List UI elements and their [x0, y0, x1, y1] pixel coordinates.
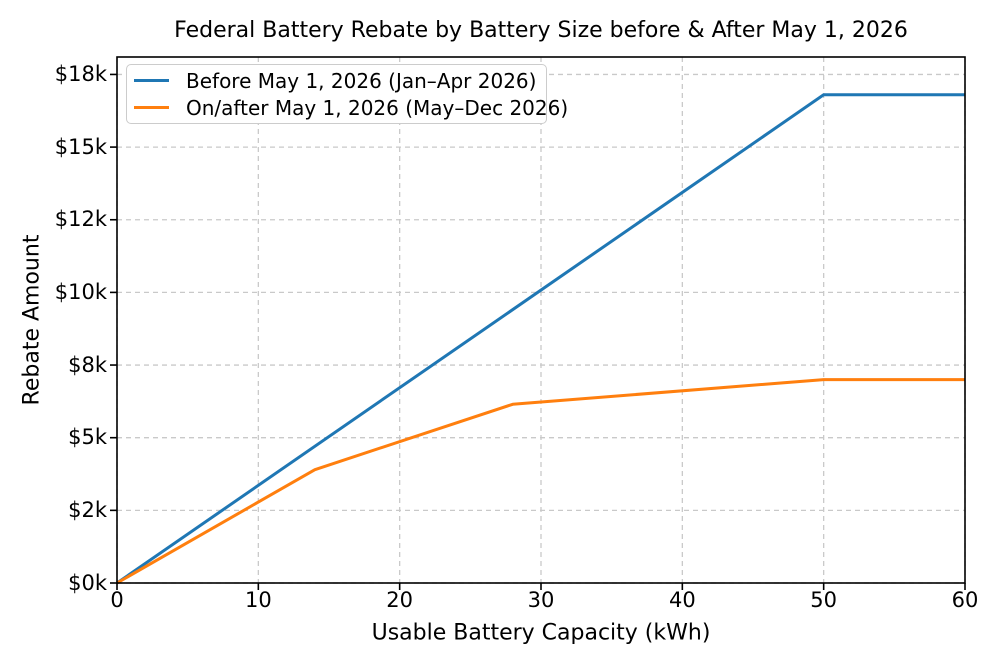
y-tick-label: $18k — [54, 61, 107, 86]
x-tick-label: 10 — [244, 588, 272, 612]
legend-entry-before: Before May 1, 2026 (Jan–Apr 2026) — [134, 67, 538, 94]
legend-label-before: Before May 1, 2026 (Jan–Apr 2026) — [186, 68, 537, 93]
x-tick-label: 20 — [386, 588, 414, 612]
legend-line-swatch-blue — [134, 79, 169, 82]
plot-border — [116, 56, 966, 584]
x-axis-label: Usable Battery Capacity (kWh) — [371, 620, 711, 646]
y-tick-label: $12k — [54, 207, 107, 232]
x-tick-label: 30 — [527, 588, 555, 612]
y-tick-label: $15k — [54, 134, 107, 159]
series-line-0 — [116, 93, 965, 585]
x-tick-label: 40 — [668, 588, 696, 612]
legend-line-swatch-orange — [134, 106, 169, 109]
series-line-1 — [116, 378, 965, 585]
y-tick-label: $5k — [68, 425, 107, 450]
y-axis-label: Rebate Amount — [19, 234, 45, 406]
legend: Before May 1, 2026 (Jan–Apr 2026) On/aft… — [126, 64, 568, 124]
y-tick-label: $2k — [68, 497, 107, 522]
legend-label-after: On/after May 1, 2026 (May–Dec 2026) — [186, 95, 569, 120]
chart-title: Federal Battery Rebate by Battery Size b… — [174, 18, 908, 43]
y-tick-label: $10k — [54, 279, 107, 304]
x-tick-label: 50 — [810, 588, 838, 612]
x-tick-label: 0 — [110, 588, 124, 612]
legend-entry-after: On/after May 1, 2026 (May–Dec 2026) — [134, 94, 568, 121]
x-tick-label: 60 — [951, 588, 979, 612]
y-tick-label: $8k — [68, 352, 107, 377]
y-tick-label: $0k — [68, 570, 107, 595]
